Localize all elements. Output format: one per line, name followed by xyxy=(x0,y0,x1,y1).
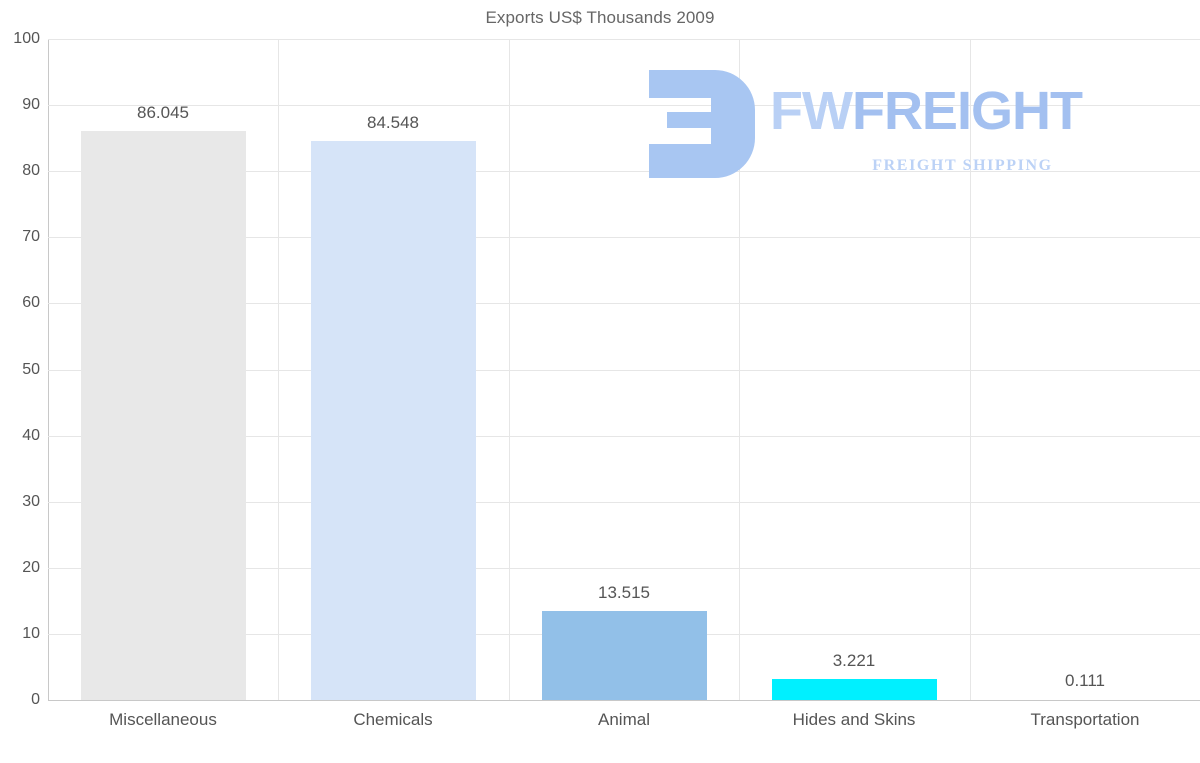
x-axis-tick-labels: Miscellaneous Chemicals Animal Hides and Sk… xyxy=(48,710,1200,750)
bar[interactable] xyxy=(542,611,707,700)
y-tick-label: 50 xyxy=(22,361,40,378)
bar-value-label: 0.111 xyxy=(1064,671,1106,690)
gridline-horizontal xyxy=(48,105,1200,106)
y-tick-label: 60 xyxy=(22,294,40,311)
y-tick-label: 20 xyxy=(22,559,40,576)
x-axis-baseline xyxy=(48,700,1200,701)
gridline-vertical xyxy=(509,39,510,700)
gridline-horizontal xyxy=(48,502,1200,503)
gridline-horizontal xyxy=(48,39,1200,40)
y-tick-label: 30 xyxy=(22,493,40,510)
bar-value-label: 86.045 xyxy=(137,103,189,122)
y-axis-tick-labels: 0 10 20 30 40 50 60 70 80 90 100 xyxy=(0,31,40,708)
gridline-vertical xyxy=(970,39,971,700)
bar-value-label: 13.515 xyxy=(598,583,650,602)
x-tick-label: Animal xyxy=(598,710,650,729)
bar[interactable] xyxy=(81,131,246,700)
x-tick-label: Transportation xyxy=(1030,710,1140,729)
gridline-horizontal xyxy=(48,568,1200,569)
gridline-horizontal xyxy=(48,370,1200,371)
chart-title: Exports US$ Thousands 2009 xyxy=(485,8,715,27)
gridline-horizontal xyxy=(48,436,1200,437)
gridline-horizontal xyxy=(48,237,1200,238)
x-tick-label: Miscellaneous xyxy=(109,710,217,729)
gridline-vertical xyxy=(278,39,279,700)
gridline-vertical xyxy=(739,39,740,700)
y-tick-label: 70 xyxy=(22,228,40,245)
y-tick-label: 0 xyxy=(31,691,40,708)
plot-area: 86.045 84.548 13.515 3.221 0.111 xyxy=(48,39,1200,701)
y-tick-label: 40 xyxy=(22,427,40,444)
bar[interactable] xyxy=(772,679,937,700)
x-tick-label: Hides and Skins xyxy=(792,710,916,729)
gridline-horizontal xyxy=(48,303,1200,304)
bar-value-label: 3.221 xyxy=(832,651,876,670)
bar[interactable] xyxy=(311,141,476,700)
gridline-horizontal xyxy=(48,171,1200,172)
y-tick-label: 90 xyxy=(22,96,40,113)
x-tick-label: Chemicals xyxy=(353,710,433,729)
bar-value-label: 84.548 xyxy=(367,113,419,132)
y-tick-label: 80 xyxy=(22,162,40,179)
y-tick-label: 10 xyxy=(22,625,40,642)
y-tick-label: 100 xyxy=(13,30,40,47)
